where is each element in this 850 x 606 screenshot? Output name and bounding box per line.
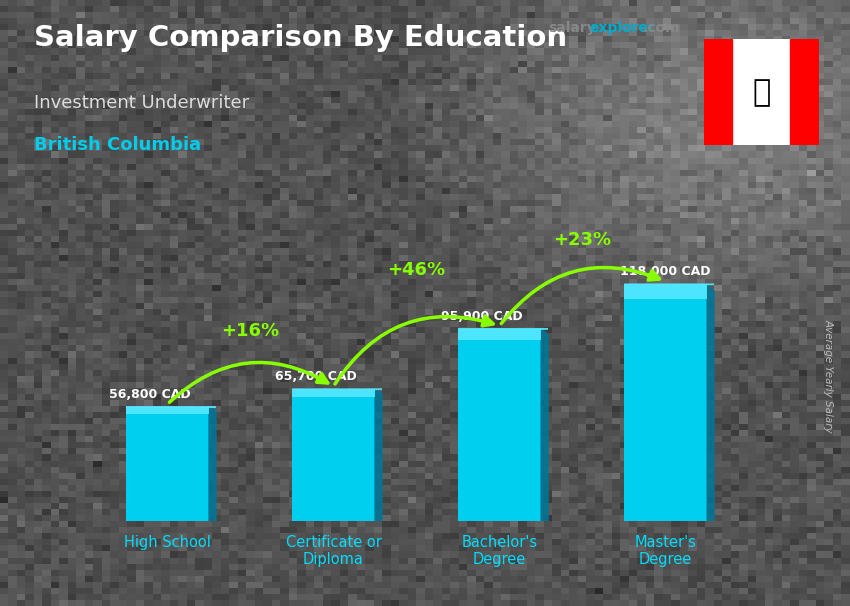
Bar [624, 284, 707, 521]
Bar [458, 329, 541, 521]
Bar [704, 39, 733, 145]
Polygon shape [209, 407, 216, 521]
Text: British Columbia: British Columbia [34, 136, 201, 155]
Text: 56,800 CAD: 56,800 CAD [110, 388, 191, 401]
Text: 118,000 CAD: 118,000 CAD [620, 265, 711, 278]
Polygon shape [707, 284, 714, 521]
Bar [624, 284, 707, 299]
Bar [790, 39, 819, 145]
Text: salary: salary [548, 21, 596, 35]
Bar [733, 39, 790, 145]
Text: +16%: +16% [221, 322, 280, 339]
Text: +46%: +46% [388, 261, 445, 279]
Text: Average Yearly Salary: Average Yearly Salary [824, 319, 834, 433]
Bar [292, 390, 375, 521]
Polygon shape [375, 390, 382, 521]
Bar [292, 390, 375, 398]
Text: Investment Underwriter: Investment Underwriter [34, 94, 249, 112]
Bar [126, 407, 209, 521]
Bar [458, 329, 541, 341]
Text: 95,900 CAD: 95,900 CAD [441, 310, 523, 323]
Polygon shape [541, 329, 548, 521]
Bar [126, 407, 209, 414]
Text: 🍁: 🍁 [752, 78, 770, 107]
Text: 65,700 CAD: 65,700 CAD [275, 370, 357, 384]
Text: .com: .com [643, 21, 680, 35]
Text: Salary Comparison By Education: Salary Comparison By Education [34, 24, 567, 52]
Text: +23%: +23% [553, 231, 612, 249]
Text: explorer: explorer [589, 21, 654, 35]
